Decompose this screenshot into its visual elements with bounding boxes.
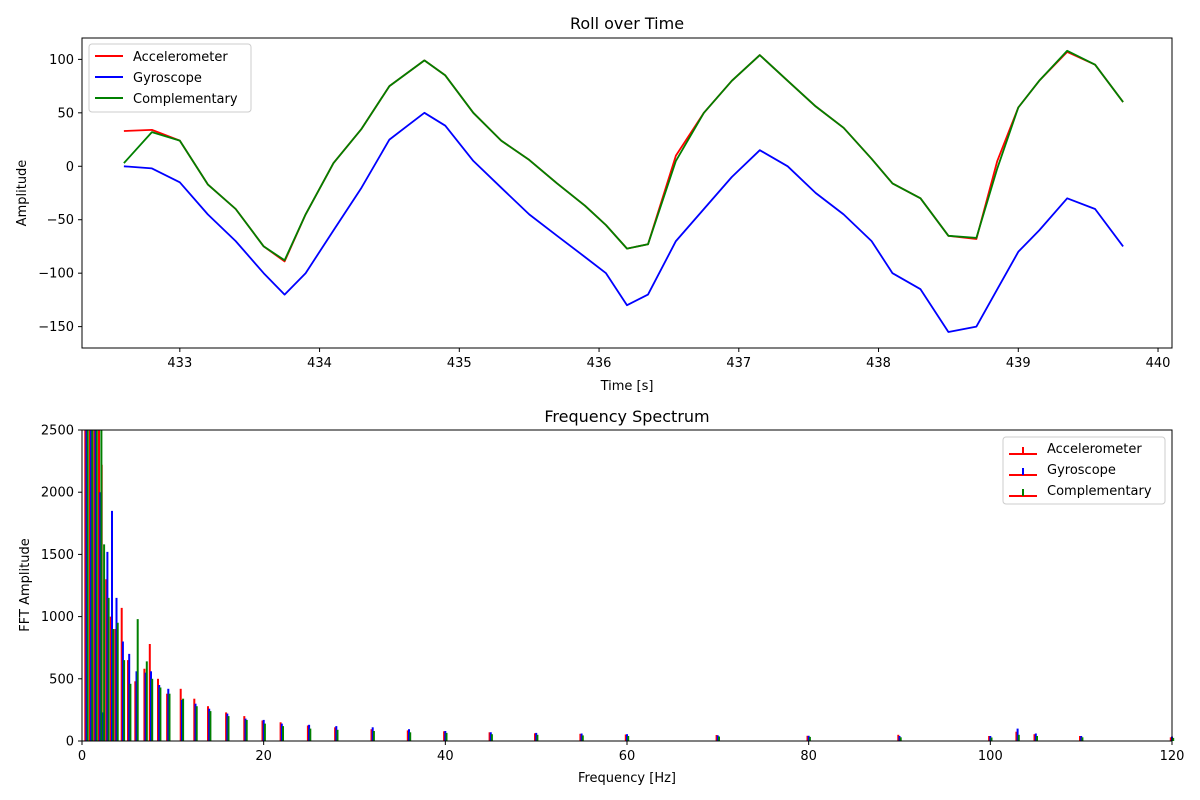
y-axis-ticks: 0 500 1000 1500 2000 2500: [41, 424, 82, 750]
legend-label-accelerometer: Accelerometer: [133, 50, 228, 65]
chart-title: Frequency Spectrum: [544, 407, 709, 426]
y-axis-label: FFT Amplitude: [18, 538, 33, 631]
legend-label-complementary: Complementary: [1047, 484, 1152, 499]
y-tick-label: −150: [38, 320, 74, 335]
series-line-complementary: [123, 49, 1124, 262]
bar-series-accelerometer: [84, 430, 1172, 741]
legend-label-complementary: Complementary: [133, 92, 238, 107]
y-axis-ticks: −150 −100 −50 0 50 100: [38, 53, 82, 335]
x-tick-label: 0: [78, 749, 86, 764]
legend-label-gyroscope: Gyroscope: [133, 71, 202, 86]
x-tick-label: 433: [167, 356, 192, 371]
x-tick-label: 80: [800, 749, 817, 764]
x-axis-label: Frequency [Hz]: [578, 771, 676, 786]
y-tick-label: 1000: [41, 610, 74, 625]
x-tick-label: 435: [447, 356, 472, 371]
bar-series-group: [84, 430, 1175, 741]
series-line-gyroscope: [123, 111, 1124, 333]
x-tick-label: 439: [1006, 356, 1031, 371]
x-tick-label: 20: [255, 749, 272, 764]
frequency-spectrum-chart: Frequency Spectrum 0 20 40 60 80 100 120 0 500 1…: [18, 407, 1184, 786]
y-tick-label: 2000: [41, 486, 74, 501]
chart-title: Roll over Time: [570, 14, 684, 33]
y-tick-label: −50: [47, 213, 74, 228]
x-tick-label: 434: [307, 356, 332, 371]
x-tick-label: 40: [437, 749, 454, 764]
x-axis-ticks: 433 434 435 436 437 438 439 440: [167, 348, 1170, 371]
x-tick-label: 100: [978, 749, 1003, 764]
roll-over-time-chart: Roll over Time 433 434 435 436 437 438 439 440 …: [15, 14, 1173, 394]
y-tick-label: −100: [38, 267, 74, 282]
y-tick-label: 0: [66, 160, 74, 175]
bar-series-complementary: [86, 430, 1175, 741]
legend-label-accelerometer: Accelerometer: [1047, 442, 1142, 457]
legend: Accelerometer Gyroscope Complementary: [1002, 436, 1166, 505]
x-axis-label: Time [s]: [600, 379, 654, 394]
y-tick-label: 1500: [41, 548, 74, 563]
y-tick-label: 100: [49, 53, 74, 68]
y-tick-label: 0: [66, 735, 74, 750]
axes-frame: [81, 37, 1173, 349]
x-tick-label: 120: [1160, 749, 1185, 764]
y-tick-label: 50: [57, 106, 74, 121]
x-axis-ticks: 0 20 40 60 80 100 120: [78, 741, 1185, 764]
legend-box: [1002, 436, 1166, 505]
legend-box: [88, 43, 252, 113]
x-tick-label: 440: [1146, 356, 1171, 371]
bar-series-gyroscope: [85, 430, 1173, 741]
y-axis-label: Amplitude: [15, 160, 30, 227]
legend: Accelerometer Gyroscope Complementary: [88, 43, 252, 113]
x-tick-label: 60: [619, 749, 636, 764]
x-tick-label: 436: [587, 356, 612, 371]
y-tick-label: 500: [49, 672, 74, 687]
x-tick-label: 437: [726, 356, 751, 371]
legend-label-gyroscope: Gyroscope: [1047, 463, 1116, 478]
y-tick-label: 2500: [41, 424, 74, 439]
x-tick-label: 438: [866, 356, 891, 371]
line-series-group: [123, 49, 1124, 333]
